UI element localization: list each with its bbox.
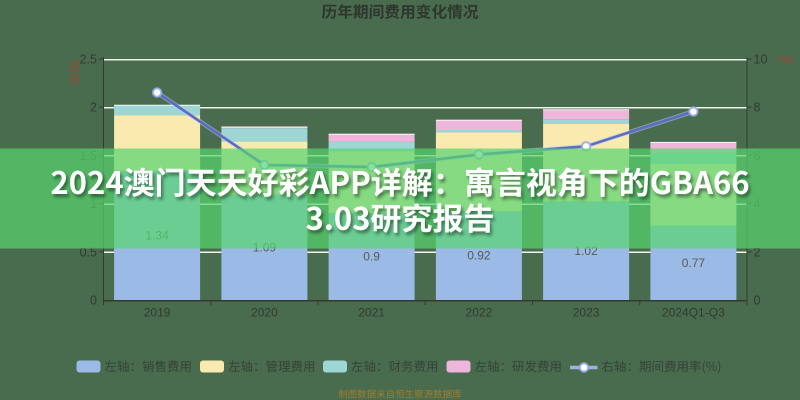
svg-text:2: 2 bbox=[90, 101, 97, 115]
svg-text:2024Q1-Q3: 2024Q1-Q3 bbox=[662, 306, 725, 320]
svg-text:0: 0 bbox=[754, 294, 761, 308]
svg-text:10: 10 bbox=[754, 53, 768, 67]
svg-text:0.9: 0.9 bbox=[363, 250, 380, 264]
svg-text:2.5: 2.5 bbox=[80, 53, 97, 67]
svg-text:2023: 2023 bbox=[573, 306, 600, 320]
svg-text:2019: 2019 bbox=[144, 306, 171, 320]
svg-text:0.92: 0.92 bbox=[467, 249, 491, 263]
svg-text:8: 8 bbox=[754, 101, 761, 115]
svg-text:0: 0 bbox=[90, 294, 97, 308]
svg-text:0.5: 0.5 bbox=[80, 245, 97, 259]
svg-text:2: 2 bbox=[754, 245, 761, 259]
svg-text:0.77: 0.77 bbox=[682, 256, 706, 270]
svg-text:2020: 2020 bbox=[251, 306, 278, 320]
svg-text:2022: 2022 bbox=[466, 306, 493, 320]
svg-text:2021: 2021 bbox=[358, 306, 385, 320]
